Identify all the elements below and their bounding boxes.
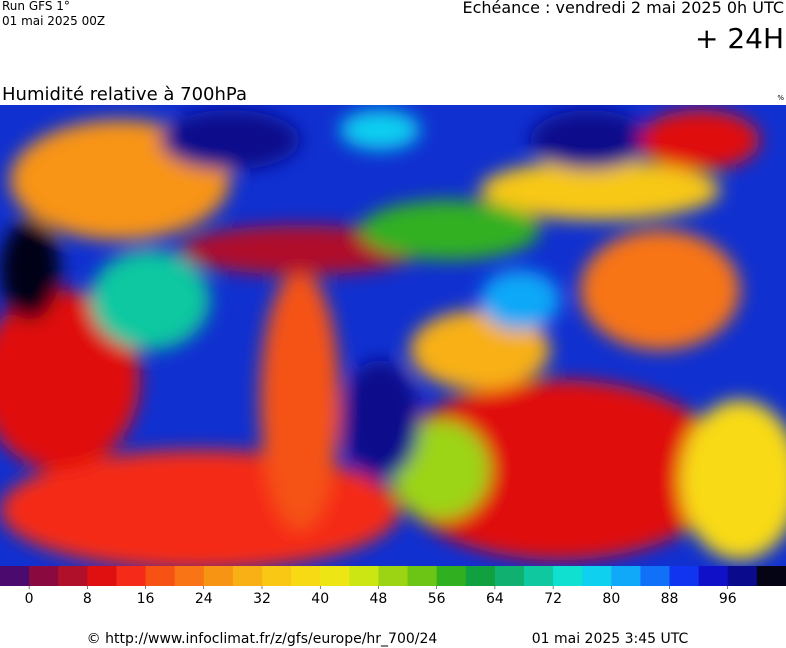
color-swatch (145, 566, 176, 586)
color-swatch (756, 566, 786, 586)
color-swatch (262, 566, 292, 586)
color-swatch (582, 566, 612, 586)
colorbar: 0 8 16 24 32 40 48 56 64 72 80 88 96 (0, 566, 786, 607)
color-swatch (320, 566, 350, 586)
color-swatch (349, 566, 379, 586)
tick-label: 88 (661, 591, 679, 607)
tick-label: 40 (311, 591, 329, 607)
color-swatch (669, 566, 700, 586)
tick-label: 64 (486, 591, 504, 607)
color-swatch (611, 566, 641, 586)
tick-label: 96 (719, 591, 737, 607)
color-swatch (203, 566, 234, 586)
tick-label: 56 (428, 591, 446, 607)
color-swatch (0, 566, 30, 586)
color-swatch (465, 566, 496, 586)
color-swatch (291, 566, 321, 586)
color-swatch (640, 566, 671, 586)
run-label: Run GFS 1° (2, 0, 70, 13)
tick-label: 16 (137, 591, 155, 607)
color-swatch (553, 566, 583, 586)
color-swatch (58, 566, 88, 586)
color-swatch (116, 566, 147, 586)
tick-label: 80 (602, 591, 620, 607)
color-swatch (378, 566, 409, 586)
color-swatch (87, 566, 117, 586)
unit-label: % (777, 94, 784, 102)
tick-label: 72 (544, 591, 562, 607)
issue-time: 01 mai 2025 3:45 UTC (532, 631, 689, 647)
color-swatch (494, 566, 525, 586)
color-swatch (436, 566, 467, 586)
tick-label: 24 (195, 591, 213, 607)
valid-time: Echéance : vendredi 2 mai 2025 0h UTC (462, 0, 784, 17)
color-swatch (174, 566, 205, 586)
color-swatch (524, 566, 554, 586)
color-swatch (232, 566, 263, 586)
color-swatch (698, 566, 729, 586)
color-swatch (29, 566, 59, 586)
map-title: Humidité relative à 700hPa (2, 84, 247, 105)
tick-label: 0 (25, 591, 34, 607)
tick-label: 48 (370, 591, 388, 607)
color-swatch (407, 566, 438, 586)
tick-label: 8 (83, 591, 92, 607)
humidity-map (0, 105, 786, 566)
tick-label: 32 (253, 591, 271, 607)
run-date: 01 mai 2025 00Z (2, 14, 105, 28)
source-credit: © http://www.infoclimat.fr/z/gfs/europe/… (87, 631, 438, 647)
color-swatch (727, 566, 758, 586)
lead-time: + 24H (695, 22, 784, 55)
